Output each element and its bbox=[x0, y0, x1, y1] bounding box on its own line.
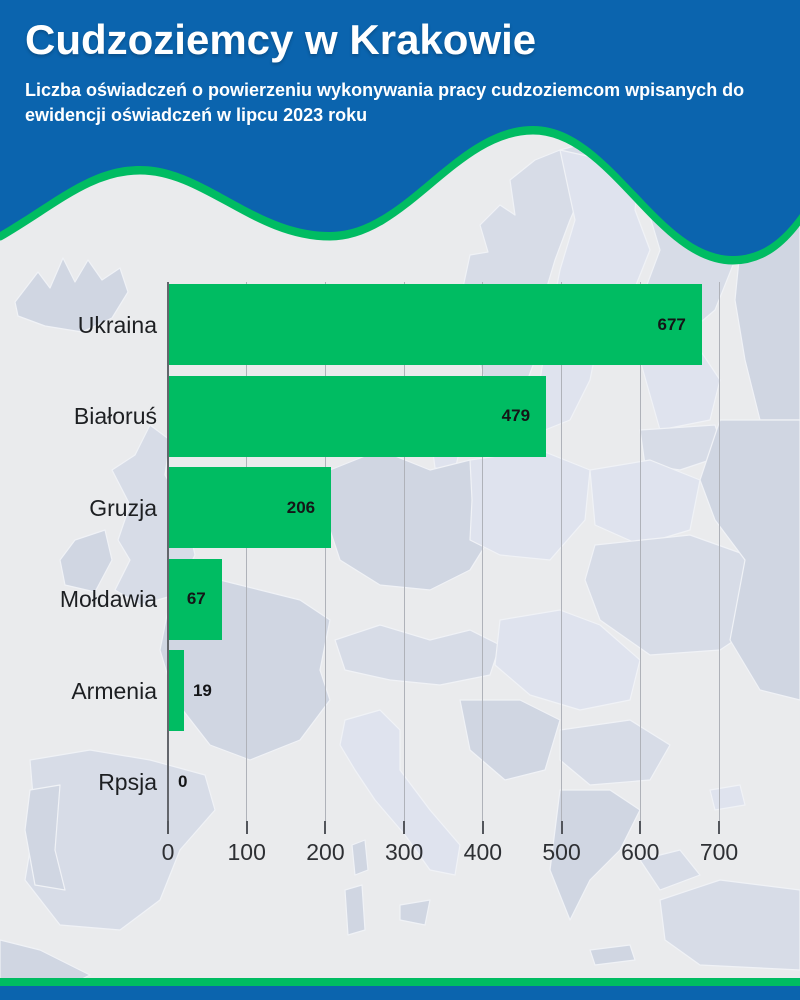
category-label: Armenia bbox=[71, 677, 157, 704]
x-tick-mark bbox=[167, 821, 169, 834]
x-tick-mark bbox=[245, 821, 248, 834]
value-label: 479 bbox=[501, 406, 531, 425]
x-tick-label: 300 bbox=[384, 839, 424, 865]
map-corsica bbox=[351, 839, 369, 876]
category-label: Białoruś bbox=[73, 403, 157, 429]
x-tick-label: 600 bbox=[621, 839, 660, 865]
map-iceland bbox=[14, 257, 129, 333]
map-portugal bbox=[24, 784, 66, 891]
category-label: Ukraina bbox=[77, 311, 157, 338]
x-tick-label: 200 bbox=[306, 839, 345, 865]
value-label: 0 bbox=[178, 772, 188, 791]
value-label: 67 bbox=[186, 589, 206, 608]
gridline bbox=[403, 282, 405, 834]
footer-bar bbox=[0, 986, 800, 1000]
bar-mołdawia bbox=[169, 558, 222, 640]
category-label: Gruzja bbox=[89, 494, 157, 521]
x-tick-mark bbox=[718, 821, 720, 834]
bar-gruzja bbox=[169, 467, 332, 548]
map-ukraine bbox=[584, 534, 781, 656]
page-title: Cudzoziemcy w Krakowie bbox=[25, 16, 537, 63]
gridline bbox=[324, 282, 326, 834]
gridline bbox=[718, 282, 720, 834]
footer-accent-line bbox=[0, 978, 800, 986]
map-belarus bbox=[589, 459, 701, 546]
bar-ukraina bbox=[169, 284, 702, 365]
map-balkans bbox=[459, 699, 561, 781]
wave-green-stripe bbox=[0, 125, 800, 265]
value-label: 677 bbox=[657, 314, 686, 334]
x-tick-label: 700 bbox=[699, 839, 739, 865]
map-romania bbox=[494, 609, 641, 711]
subtitle-line-2: ewidencji oświadczeń w lipcu 2023 roku bbox=[25, 105, 368, 125]
x-tick-label: 500 bbox=[542, 839, 581, 865]
gridline bbox=[482, 282, 484, 834]
x-tick-label: 400 bbox=[463, 839, 503, 865]
page-subtitle: Liczba oświadczeń o powierzeniu wykonywa… bbox=[25, 78, 745, 128]
map-thrace bbox=[639, 849, 701, 891]
header-wave bbox=[0, 0, 800, 265]
x-tick-mark bbox=[560, 821, 563, 834]
bar-armenia bbox=[169, 650, 184, 731]
map-sicily bbox=[399, 899, 431, 926]
map-turkey bbox=[659, 879, 800, 971]
axis-line bbox=[167, 282, 169, 834]
x-tick-mark bbox=[324, 821, 327, 834]
gridline bbox=[246, 282, 248, 834]
bar-białoruś bbox=[169, 375, 547, 457]
map-baltics-south bbox=[639, 424, 726, 471]
map-italy bbox=[339, 709, 461, 876]
category-label: Mołdawia bbox=[59, 586, 157, 612]
x-tick-label: 100 bbox=[227, 839, 266, 865]
x-tick-mark bbox=[639, 821, 642, 834]
wave-blue-fill bbox=[0, 0, 800, 256]
x-tick-mark bbox=[403, 821, 406, 834]
header: Cudzoziemcy w Krakowie Liczba oświadczeń… bbox=[25, 16, 775, 128]
category-label: Rpsja bbox=[98, 769, 157, 795]
gridline bbox=[639, 282, 641, 834]
value-label: 19 bbox=[192, 680, 212, 700]
map-bulgaria bbox=[559, 719, 671, 786]
map-poland bbox=[469, 449, 591, 561]
map-russia-east bbox=[699, 419, 800, 701]
map-greece bbox=[549, 789, 641, 921]
subtitle-line-1: Liczba oświadczeń o powierzeniu wykonywa… bbox=[25, 80, 745, 100]
map-crete bbox=[589, 944, 636, 966]
value-label: 206 bbox=[286, 497, 316, 517]
gridline bbox=[561, 282, 563, 834]
x-tick-mark bbox=[481, 821, 484, 834]
x-tick-label: 0 bbox=[161, 839, 175, 865]
map-ireland bbox=[59, 529, 113, 593]
map-sardinia bbox=[344, 884, 366, 936]
